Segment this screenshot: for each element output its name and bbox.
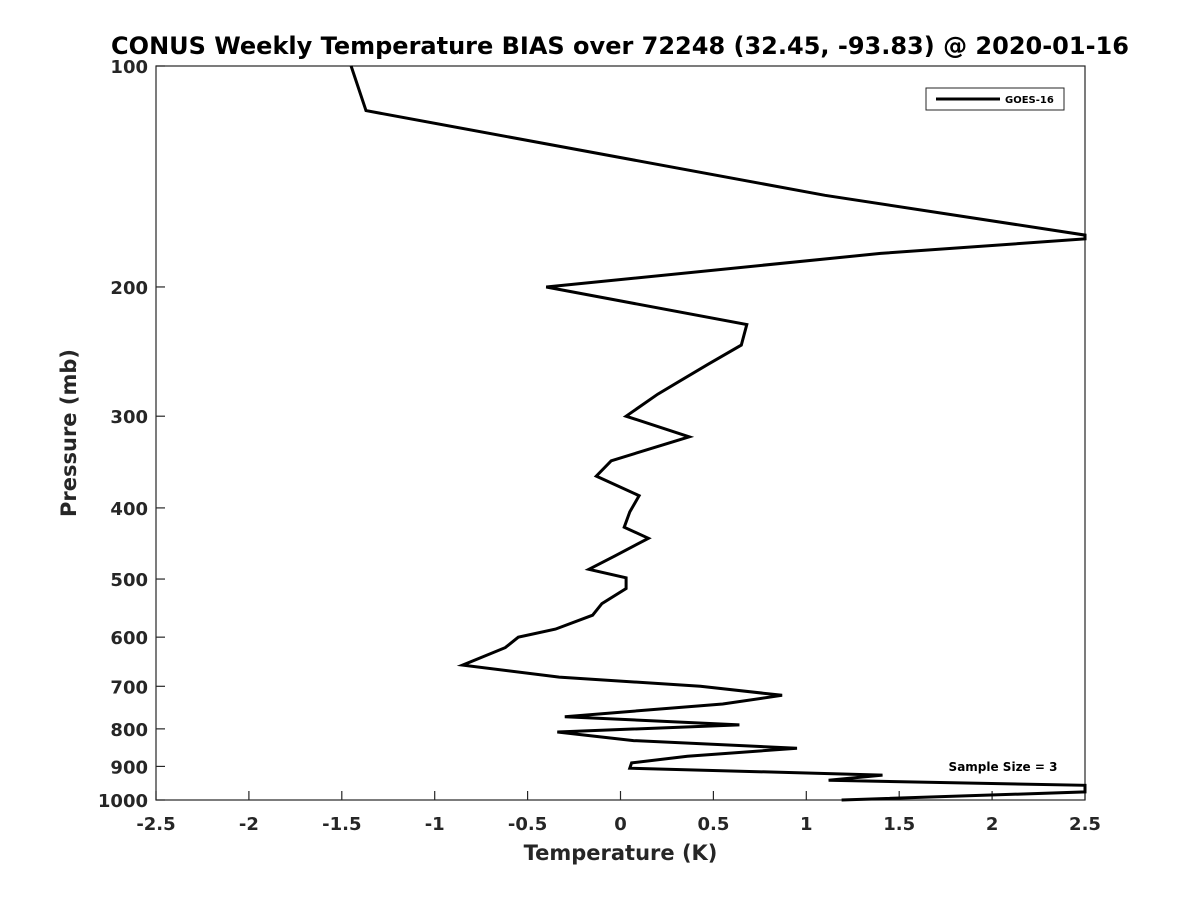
x-tick-label: -2.5 xyxy=(136,814,175,835)
x-tick-label: -1 xyxy=(425,814,445,835)
x-tick-label: -2 xyxy=(239,814,259,835)
series-line-goes-16 xyxy=(349,65,1087,802)
y-tick-label: 300 xyxy=(110,407,148,428)
x-tick-label: -0.5 xyxy=(508,814,547,835)
x-tick-label: 0 xyxy=(614,814,627,835)
chart-title: CONUS Weekly Temperature BIAS over 72248… xyxy=(111,32,1129,60)
x-tick-label: 2.5 xyxy=(1069,814,1101,835)
y-tick-label: 500 xyxy=(110,570,148,591)
x-tick-label: 1.5 xyxy=(883,814,915,835)
y-tick-label: 900 xyxy=(110,757,148,778)
x-tick-label: -1.5 xyxy=(322,814,361,835)
x-tick-label: 1 xyxy=(800,814,813,835)
y-tick-label: 1000 xyxy=(98,791,148,812)
x-tick-label: 0.5 xyxy=(697,814,729,835)
x-tick-label: 2 xyxy=(986,814,999,835)
y-tick-label: 700 xyxy=(110,677,148,698)
y-axis: 100 200 300 400 500 600 700 800 900 1000 xyxy=(98,57,165,812)
y-axis-label: Pressure (mb) xyxy=(57,349,81,517)
y-tick-label: 800 xyxy=(110,720,148,741)
y-tick-label: 100 xyxy=(110,57,148,78)
y-tick-label: 600 xyxy=(110,628,148,649)
y-tick-label: 200 xyxy=(110,278,148,299)
x-axis: -2.5 -2 -1.5 -1 -0.5 0 0.5 1 1.5 2 2.5 xyxy=(136,791,1101,835)
y-tick-label: 400 xyxy=(110,499,148,520)
legend-entry-goes-16: GOES-16 xyxy=(1005,95,1054,106)
legend: GOES-16 xyxy=(925,87,1065,111)
x-axis-label: Temperature (K) xyxy=(524,841,718,865)
series-layer xyxy=(349,65,1087,802)
sample-size-annotation: Sample Size = 3 xyxy=(949,760,1058,774)
